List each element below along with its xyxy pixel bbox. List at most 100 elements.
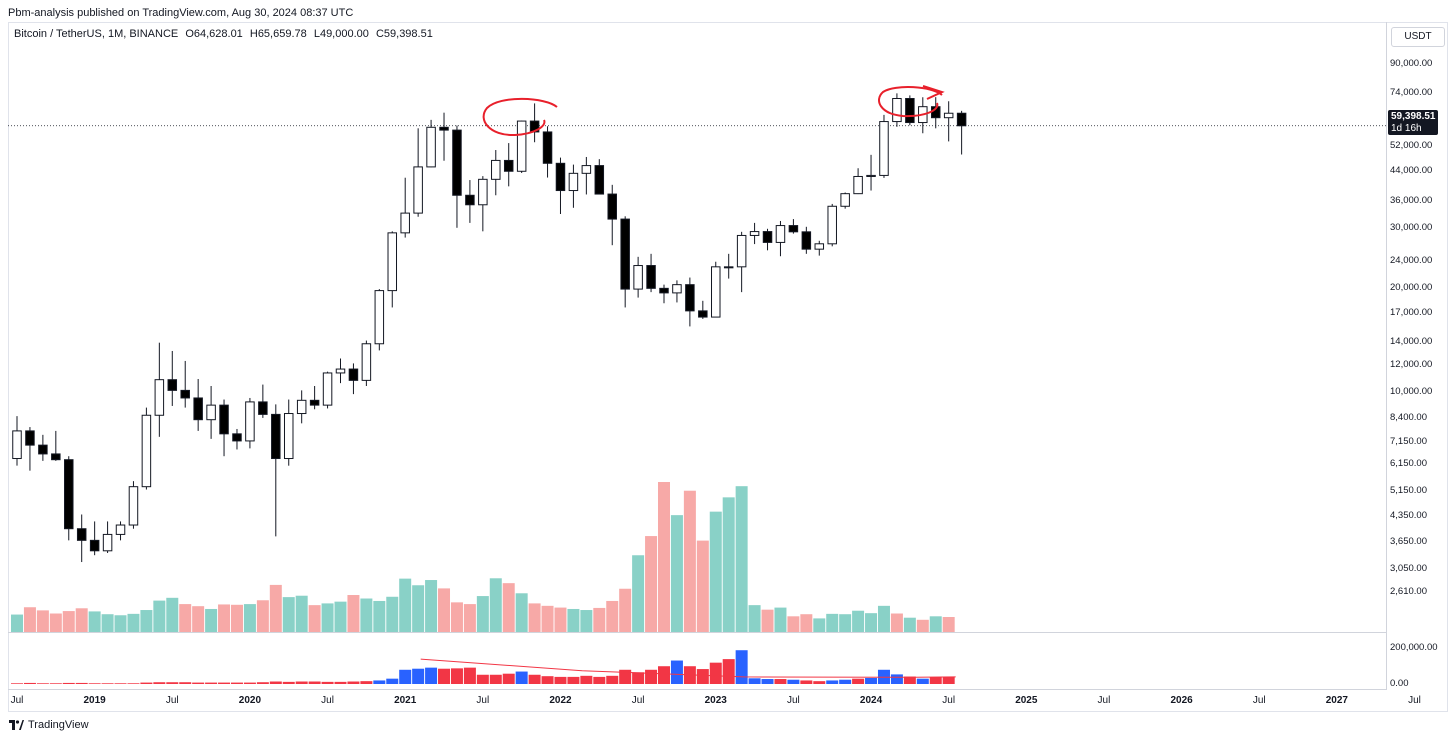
candle-body xyxy=(503,159,514,172)
oscillator-bar xyxy=(62,682,75,684)
candle-body xyxy=(219,404,229,435)
oscillator-bar xyxy=(670,660,683,684)
volume-bar xyxy=(36,610,49,632)
volume-bar xyxy=(528,603,541,632)
candle-body xyxy=(141,414,152,488)
candle-body xyxy=(12,430,22,460)
candle-body xyxy=(827,205,837,245)
volume-bar xyxy=(425,580,438,632)
tradingview-logo-text: TradingView xyxy=(28,719,89,731)
oscillator-bar xyxy=(450,668,463,684)
tradingview-logo[interactable]: TradingView xyxy=(9,719,89,731)
candle-body xyxy=(775,225,786,243)
candle-body xyxy=(206,404,216,421)
volume-bar xyxy=(839,614,852,632)
volume-bar xyxy=(269,584,282,632)
oscillator-bar xyxy=(192,682,205,684)
oscillator-bar xyxy=(373,680,386,684)
volume-bar xyxy=(347,595,360,632)
candle-body xyxy=(452,129,462,196)
volume-bar xyxy=(567,608,580,632)
candle-body xyxy=(439,126,449,131)
candle-body xyxy=(788,225,799,233)
candle-body xyxy=(25,430,35,446)
candle-body xyxy=(89,539,100,552)
oscillator-bar xyxy=(865,677,878,684)
oscillator-bar xyxy=(748,678,761,684)
volume-bar xyxy=(865,613,878,632)
candle-body xyxy=(335,368,346,374)
candle-body xyxy=(51,453,61,461)
volume-bar xyxy=(696,540,709,632)
price-tick-label: 90,000.00 xyxy=(1390,57,1433,69)
legend-low: L49,000.00 xyxy=(313,28,369,40)
time-tick-label: 2026 xyxy=(1170,695,1193,706)
oscillator-bar xyxy=(761,679,774,684)
oscillator-bar xyxy=(800,680,813,684)
candle-body xyxy=(879,121,889,176)
time-tick-label: 2025 xyxy=(1015,695,1038,706)
candle-body xyxy=(309,399,320,406)
time-tick-label: 2027 xyxy=(1325,695,1348,706)
oscillator-bar xyxy=(580,675,593,684)
volume-bar xyxy=(412,585,425,632)
candle-body xyxy=(814,243,825,250)
pane-separator[interactable] xyxy=(8,632,1387,633)
candle-body xyxy=(594,165,605,195)
volume-bar xyxy=(62,611,75,632)
currency-button[interactable]: USDT xyxy=(1391,27,1445,47)
legend-symbol[interactable]: Bitcoin / TetherUS, 1M, BINANCE xyxy=(14,28,179,40)
candle-body xyxy=(698,310,708,318)
price-tick-label: 52,000.00 xyxy=(1390,139,1433,151)
volume-bar xyxy=(580,610,593,632)
oscillator-bar xyxy=(463,667,476,684)
volume-bar xyxy=(166,597,179,632)
oscillator-bar xyxy=(658,666,670,684)
candle-body xyxy=(413,166,423,214)
volume-bar xyxy=(49,613,62,632)
volume-bar xyxy=(890,613,903,632)
oscillator-bar xyxy=(890,674,903,684)
oscillator-bar xyxy=(541,676,554,684)
volume-bar xyxy=(826,613,839,632)
volume-bar xyxy=(929,616,942,632)
oscillator-bar xyxy=(942,676,955,684)
price-tick-label: 3,650.00 xyxy=(1390,536,1427,548)
oscillator-bar xyxy=(502,673,515,684)
oscillator-bar xyxy=(179,682,192,684)
volume-bar xyxy=(645,536,658,632)
candle-body xyxy=(193,397,203,421)
candle-body xyxy=(296,399,307,415)
oscillator-bar xyxy=(75,682,88,684)
candle-body xyxy=(736,234,747,268)
volume-bar xyxy=(23,607,36,632)
candle-body xyxy=(516,120,527,172)
oscillator-bar xyxy=(528,674,541,684)
volume-bar xyxy=(450,602,463,632)
oscillator-bar xyxy=(916,678,929,684)
price-tick-label: 3,050.00 xyxy=(1390,563,1427,575)
candle-body xyxy=(840,193,850,207)
candle-body xyxy=(115,524,126,535)
oscillator-bar xyxy=(593,676,606,684)
candle-body xyxy=(374,290,385,345)
volume-bar xyxy=(903,617,916,632)
volume-bar xyxy=(541,605,554,632)
candle-body xyxy=(711,266,721,318)
oscillator-bar xyxy=(619,669,632,684)
volume-bar xyxy=(593,607,606,632)
candle-body xyxy=(956,112,967,127)
volume-bar xyxy=(360,598,373,632)
candle-body xyxy=(128,486,139,526)
time-tick-label: Jul xyxy=(476,695,490,706)
oscillator-bar xyxy=(11,683,23,684)
oscillator-bar xyxy=(88,683,101,684)
oscillator-bar xyxy=(334,681,347,684)
volume-bar xyxy=(787,616,800,632)
volume-bar xyxy=(218,604,231,632)
candle-body xyxy=(426,126,436,168)
price-tick-label: 12,000.00 xyxy=(1390,358,1433,370)
candle-body xyxy=(271,413,281,460)
volume-bar xyxy=(813,618,826,632)
